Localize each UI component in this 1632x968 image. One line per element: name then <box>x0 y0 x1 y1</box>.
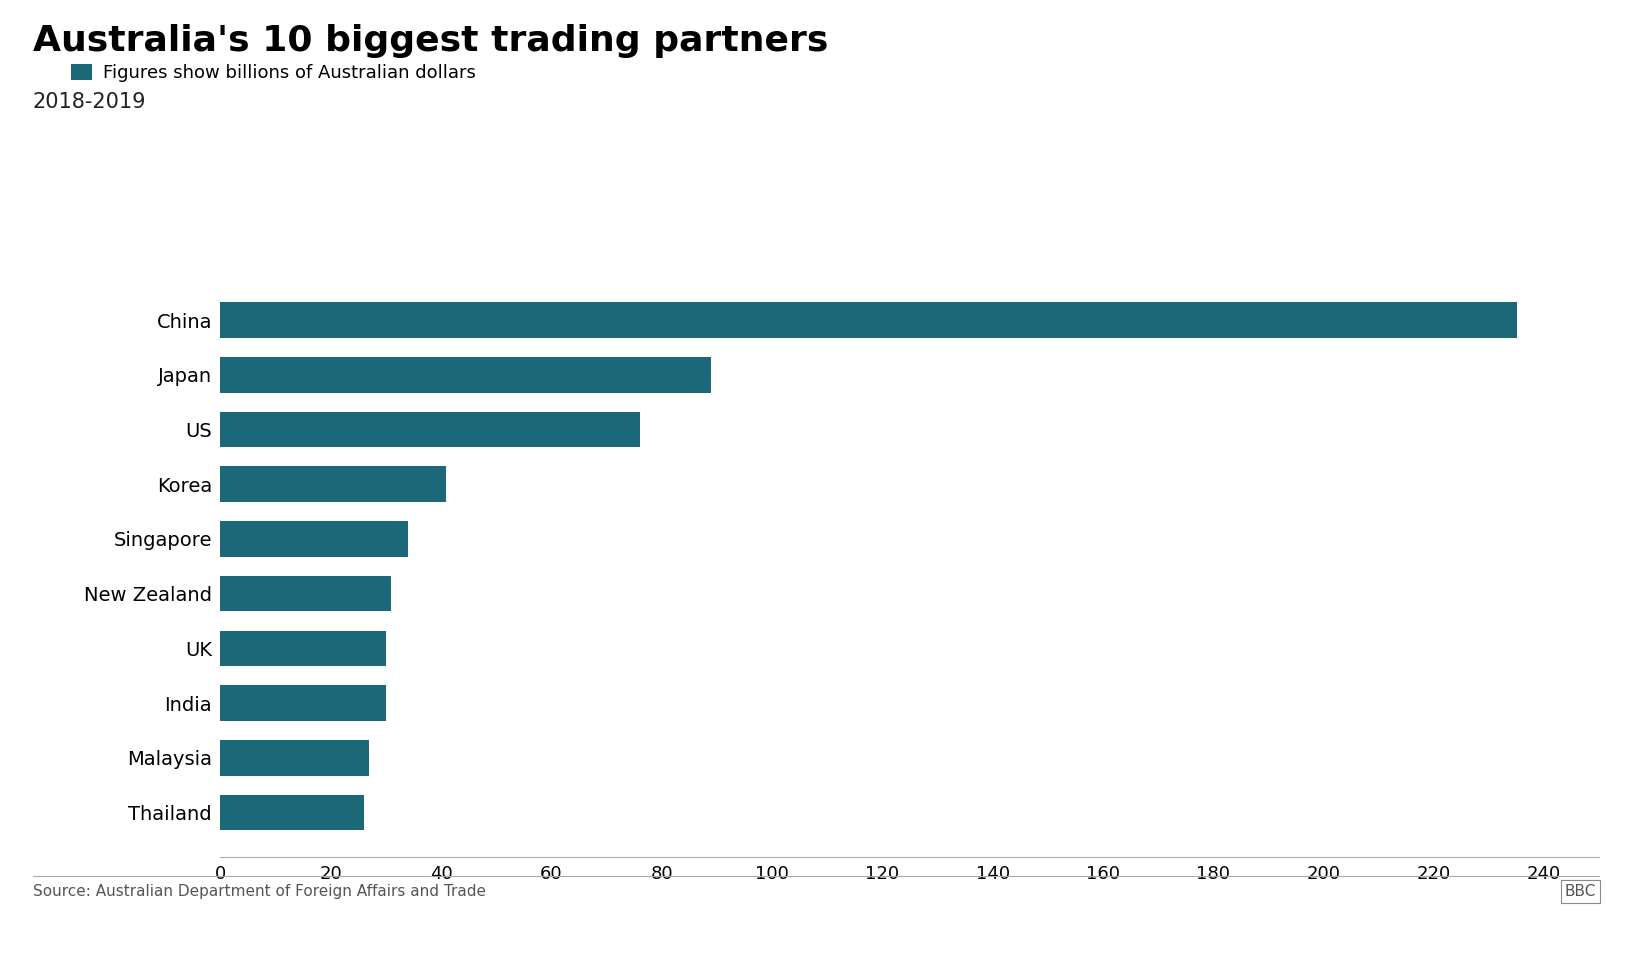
Text: Australia's 10 biggest trading partners: Australia's 10 biggest trading partners <box>33 24 827 58</box>
Bar <box>220 685 385 721</box>
Bar <box>220 740 369 775</box>
Bar <box>220 467 447 502</box>
Bar <box>220 411 640 447</box>
Bar <box>220 357 712 393</box>
Bar <box>220 521 408 557</box>
Text: Source: Australian Department of Foreign Affairs and Trade: Source: Australian Department of Foreign… <box>33 884 486 898</box>
Bar <box>220 630 385 666</box>
Legend: Figures show billions of Australian dollars: Figures show billions of Australian doll… <box>70 64 477 82</box>
Text: BBC: BBC <box>1565 884 1596 898</box>
Text: 2018-2019: 2018-2019 <box>33 92 147 112</box>
Bar <box>220 576 392 612</box>
Bar <box>220 302 1516 338</box>
Bar <box>220 795 364 831</box>
